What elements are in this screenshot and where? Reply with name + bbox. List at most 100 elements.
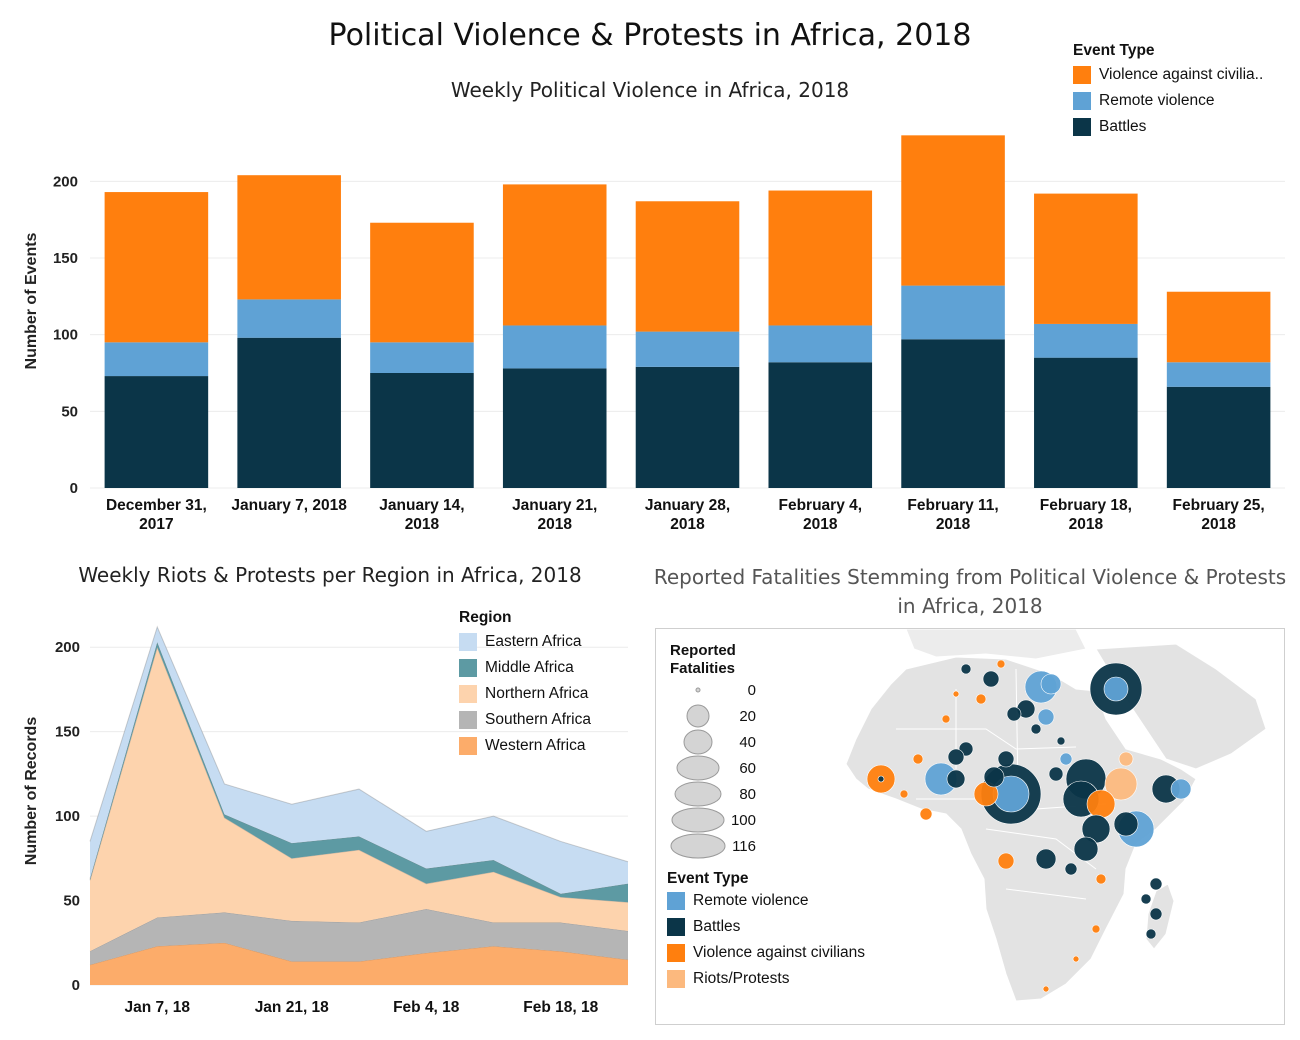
map-marker-violence-against-civilians xyxy=(1091,924,1101,934)
map-legend-item-battles[interactable]: Battles xyxy=(667,914,887,940)
map-marker-violence-against-civilians xyxy=(997,852,1015,870)
area-legend-item-western-africa[interactable]: Western Africa xyxy=(459,733,639,759)
map-marker-violence-against-civilians xyxy=(899,789,909,799)
legend-swatch xyxy=(459,659,477,677)
legend-label: Battles xyxy=(1099,118,1147,135)
map-marker-battles xyxy=(1030,723,1042,735)
map-marker-battles xyxy=(1048,766,1064,782)
legend-label: Western Africa xyxy=(485,737,586,754)
map-marker-violence-against-civilians xyxy=(996,659,1006,669)
color-legend-title: Event Type xyxy=(667,870,749,887)
legend-swatch xyxy=(1073,118,1091,136)
map-marker-violence-against-civilians xyxy=(952,690,960,698)
area-band-edge xyxy=(89,625,629,863)
size-legend-bubble xyxy=(671,807,725,833)
africa-landmass xyxy=(845,656,1197,1002)
map-marker-battles xyxy=(947,748,965,766)
area-band-western-africa xyxy=(90,942,628,985)
legend-swatch xyxy=(667,918,685,936)
bar-segment-violence-against-civilians xyxy=(1166,291,1271,363)
map-legend-item-violence-against-civilians[interactable]: Violence against civilians xyxy=(667,940,887,966)
area-y-tick-label: 100 xyxy=(55,808,80,825)
area-x-tick-label: Jan 21, 18 xyxy=(255,999,329,1016)
map-marker-battles xyxy=(1064,862,1078,876)
bar-x-tick-label: 2018 xyxy=(670,516,705,533)
size-legend-bubble xyxy=(674,781,722,807)
legend-swatch xyxy=(1073,66,1091,84)
bar-segment-remote-violence xyxy=(768,325,873,363)
bar-chart-title: Weekly Political Violence in Africa, 201… xyxy=(450,78,850,102)
legend-label: Battles xyxy=(693,918,741,935)
map-marker-violence-against-civilians xyxy=(1086,789,1116,819)
area-legend-item-southern-africa[interactable]: Southern Africa xyxy=(459,707,639,733)
map-marker-violence-against-civilians xyxy=(1042,985,1050,993)
area-legend-item-northern-africa[interactable]: Northern Africa xyxy=(459,681,639,707)
size-legend-label: 100 xyxy=(731,812,756,829)
bar-segment-battles xyxy=(635,366,740,488)
size-legend-label: 80 xyxy=(739,786,756,803)
bar-x-tick-label: January 21, xyxy=(512,497,597,514)
size-legend-title: Reported Fatalities xyxy=(670,642,736,677)
map-marker-battles xyxy=(1113,811,1139,837)
area-chart: 0 50 100 150 200 Jan 7, 18 Jan 21, 18 Feb 4, 18… xyxy=(55,625,629,1016)
bar-segment-violence-against-civilians xyxy=(237,175,341,300)
size-legend-bubbles: 0 20 40 60 80 100 116 xyxy=(670,682,756,859)
bar-segment-battles xyxy=(502,368,607,488)
map-marker-battles xyxy=(1145,928,1157,940)
legend-swatch xyxy=(459,633,477,651)
area-legend-title: Region xyxy=(459,609,512,626)
bar-segment-remote-violence xyxy=(104,342,209,377)
bar-legend-item-battles[interactable]: Battles xyxy=(1073,114,1283,140)
bar-x-tick-label: December 31, xyxy=(106,497,207,514)
bar-x-tick-label: February 18, xyxy=(1040,497,1132,514)
legend-swatch xyxy=(459,737,477,755)
map-marker-battles xyxy=(1073,836,1099,862)
map-legend-item-riots-protests[interactable]: Riots/Protests xyxy=(667,966,887,992)
bar-segment-violence-against-civilians xyxy=(768,190,873,326)
size-legend-bubble xyxy=(683,729,713,755)
color-legend: Event Type Remote violence Battles Viole… xyxy=(667,870,887,992)
legend-label: Southern Africa xyxy=(485,711,591,728)
bar-x-tick-label: 2018 xyxy=(936,516,971,533)
area-y-tick-label: 0 xyxy=(72,977,80,994)
size-legend-bubble xyxy=(686,704,710,728)
europe-landmass xyxy=(905,629,1087,660)
bar-segment-remote-violence xyxy=(1166,362,1271,387)
area-chart-title: Weekly Riots & Protests per Region in Af… xyxy=(78,563,582,587)
bar-y-tick-label: 150 xyxy=(53,250,78,267)
area-x-tick-label: Feb 18, 18 xyxy=(523,999,598,1016)
area-legend-item-middle-africa[interactable]: Middle Africa xyxy=(459,655,639,681)
bar-legend-title: Event Type xyxy=(1073,42,1155,59)
bar-x-tick-label: February 25, xyxy=(1173,497,1265,514)
legend-swatch xyxy=(459,711,477,729)
area-x-tick-label: Jan 7, 18 xyxy=(125,999,191,1016)
size-legend-label: 60 xyxy=(739,760,756,777)
size-legend-bubble xyxy=(695,687,701,693)
bar-y-tick-label: 200 xyxy=(53,173,78,190)
area-y-tick-label: 150 xyxy=(55,724,80,741)
map-marker-remote-violence xyxy=(1103,676,1129,702)
map-marker-battles xyxy=(1149,877,1163,891)
bar-legend-item-violence-against-civilians[interactable]: Violence against civilia.. xyxy=(1073,62,1283,88)
size-legend-label: 40 xyxy=(739,734,756,751)
legend-swatch xyxy=(667,892,685,910)
bar-x-tick-label: 2018 xyxy=(537,516,572,533)
map-marker-remote-violence xyxy=(1037,708,1055,726)
bar-segment-violence-against-civilians xyxy=(901,135,1005,286)
legend-swatch xyxy=(667,970,685,988)
bar-x-tick-label: January 14, xyxy=(379,497,464,514)
bar-chart-legend: Event Type Violence against civilia.. Re… xyxy=(1073,42,1283,140)
legend-label: Violence against civilians xyxy=(693,944,866,961)
bar-segment-battles xyxy=(104,376,209,488)
map-marker-battles xyxy=(877,775,885,783)
bar-legend-item-remote-violence[interactable]: Remote violence xyxy=(1073,88,1283,114)
map-marker-violence-against-civilians xyxy=(1072,955,1080,963)
bar-x-tick-label: 2018 xyxy=(1069,516,1104,533)
bar-x-tick-label: 2018 xyxy=(803,516,838,533)
map-legend-item-remote-violence[interactable]: Remote violence xyxy=(667,888,887,914)
area-legend-item-eastern-africa[interactable]: Eastern Africa xyxy=(459,629,639,655)
bar-segment-remote-violence xyxy=(237,299,341,338)
legend-label: Violence against civilia.. xyxy=(1099,66,1264,83)
bar-y-tick-label: 50 xyxy=(61,403,78,420)
legend-label: Eastern Africa xyxy=(485,633,582,650)
